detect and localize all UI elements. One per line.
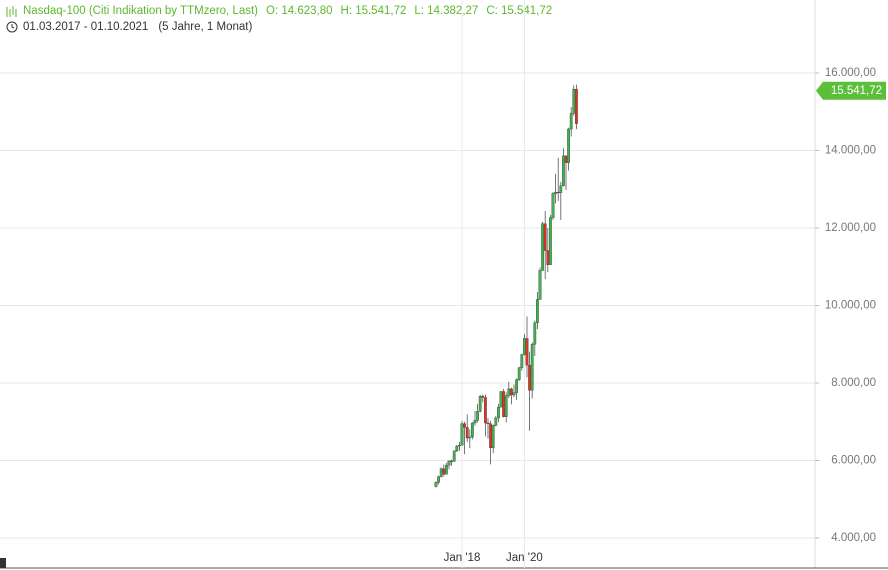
candles bbox=[434, 84, 578, 488]
candle-body bbox=[478, 395, 482, 412]
candle-body bbox=[439, 468, 443, 477]
candle-body bbox=[489, 423, 492, 448]
candle-body bbox=[494, 417, 498, 426]
y-tick-label: 6.000,00 bbox=[831, 455, 876, 467]
candle-body bbox=[567, 128, 571, 163]
candle-body bbox=[455, 445, 459, 452]
ohlc-label: H: 15.541,72 bbox=[341, 5, 407, 17]
candle-body bbox=[517, 367, 521, 380]
candle-body bbox=[460, 423, 464, 446]
x-tick-label: Jan '20 bbox=[506, 552, 543, 564]
candle-body bbox=[525, 338, 529, 366]
date-range: 01.03.2017 - 01.10.2021 bbox=[23, 21, 148, 33]
candle-body bbox=[468, 436, 472, 439]
period-label: (5 Jahre, 1 Monat) bbox=[158, 21, 252, 33]
clock-icon bbox=[6, 21, 18, 33]
candle-body bbox=[458, 444, 461, 447]
candle-body bbox=[549, 217, 552, 265]
candle-body bbox=[484, 397, 487, 424]
last-price-tag bbox=[816, 81, 886, 100]
candle-body bbox=[512, 392, 516, 396]
candle-body bbox=[510, 388, 513, 396]
candle-body bbox=[471, 422, 474, 438]
candle-body bbox=[551, 193, 555, 218]
candle-body bbox=[499, 391, 503, 408]
candle-body bbox=[476, 411, 479, 421]
candle-body bbox=[523, 338, 526, 355]
candle-body bbox=[450, 460, 453, 462]
candle-body bbox=[486, 422, 490, 424]
candle-body bbox=[564, 155, 568, 163]
candle-body bbox=[491, 425, 495, 448]
candle-body bbox=[559, 185, 563, 193]
candle-body bbox=[562, 155, 565, 186]
candle-body bbox=[465, 427, 469, 439]
candle-body bbox=[520, 354, 524, 368]
candle-body bbox=[447, 460, 451, 466]
x-tick-label: Jan '18 bbox=[444, 552, 481, 564]
candle-body bbox=[533, 322, 537, 345]
candle-body bbox=[536, 299, 539, 323]
candle-body bbox=[575, 88, 578, 124]
ohlc-label: C: 15.541,72 bbox=[486, 5, 552, 17]
candle-body bbox=[543, 223, 547, 251]
candle-body bbox=[528, 364, 532, 391]
candle-body bbox=[541, 223, 545, 271]
y-tick-label: 14.000,00 bbox=[825, 145, 876, 157]
candle-body bbox=[538, 270, 542, 300]
last-price-label: 15.541,72 bbox=[831, 85, 882, 97]
candle-body bbox=[437, 476, 440, 483]
candle-body bbox=[572, 88, 576, 114]
scroll-handle bbox=[0, 558, 6, 568]
candle-body bbox=[445, 464, 448, 475]
candle-body bbox=[502, 391, 505, 417]
candle-body bbox=[442, 468, 446, 475]
candle-body bbox=[556, 191, 560, 194]
candle-body bbox=[434, 482, 438, 487]
y-tick-label: 12.000,00 bbox=[825, 222, 876, 234]
ohlc-label: L: 14.382,27 bbox=[414, 5, 478, 17]
candle-body bbox=[569, 113, 573, 130]
candle-body bbox=[515, 379, 519, 393]
candle-body bbox=[504, 395, 508, 417]
candle-body bbox=[554, 191, 558, 194]
candle-body bbox=[473, 420, 477, 424]
candle-body bbox=[546, 250, 550, 265]
y-tick-label: 16.000,00 bbox=[825, 67, 876, 79]
y-tick-label: 4.000,00 bbox=[831, 532, 876, 544]
y-tick-label: 10.000,00 bbox=[825, 300, 876, 312]
chart-title: Nasdaq-100 (Citi Indikation by TTMzero, … bbox=[23, 5, 258, 17]
candle-body bbox=[507, 388, 511, 396]
candle-body bbox=[481, 395, 485, 398]
candle-body bbox=[497, 406, 500, 419]
y-tick-label: 8.000,00 bbox=[831, 377, 876, 389]
candle-body bbox=[452, 450, 456, 462]
ohlc-label: O: 14.623,80 bbox=[266, 5, 333, 17]
chart-icon bbox=[6, 6, 17, 17]
candle-body bbox=[530, 344, 534, 391]
candle-body bbox=[463, 423, 466, 428]
